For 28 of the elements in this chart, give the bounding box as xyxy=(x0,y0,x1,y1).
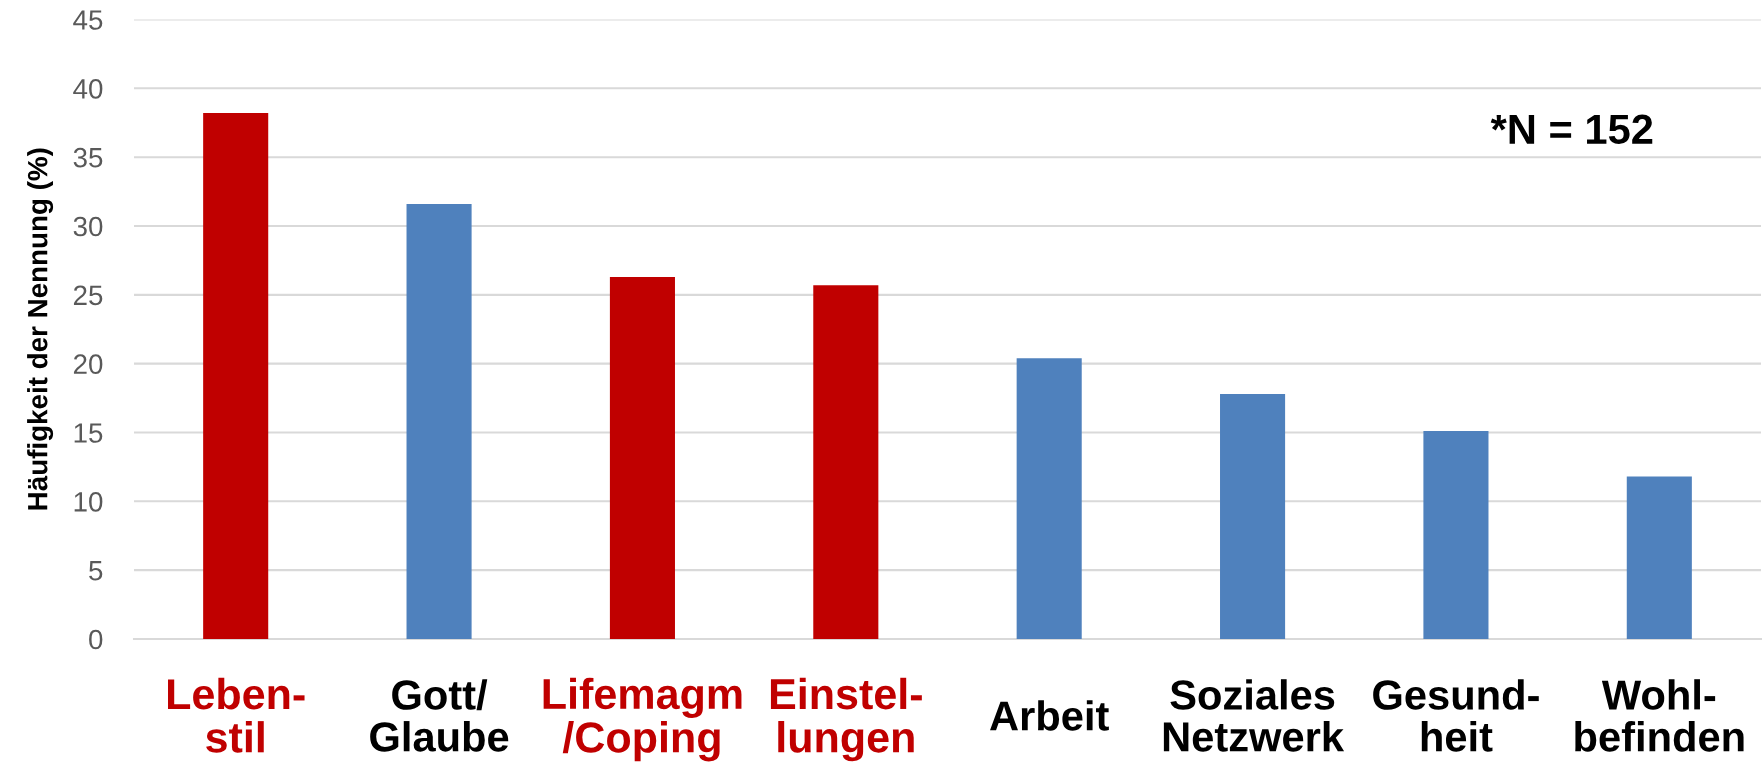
bar xyxy=(609,276,675,639)
y-axis-title: Häufigkeit der Nennung (%) xyxy=(27,148,54,510)
x-tick-label: Gesund- heit xyxy=(1373,679,1539,752)
y-tick-label: 15 xyxy=(74,423,103,443)
x-tick-label: Lifemagm /Coping xyxy=(543,677,742,762)
y-tick-label: 20 xyxy=(73,354,103,375)
y-tick-label: 45 xyxy=(73,10,103,30)
bar xyxy=(203,113,269,639)
y-tick-label: 35 xyxy=(73,147,103,168)
y-tick-label: 40 xyxy=(73,79,103,99)
bar xyxy=(1423,431,1489,639)
x-tick-label: Einstel- lungen xyxy=(770,677,922,762)
x-tick-label: Wohl- befinden xyxy=(1575,679,1744,752)
bar xyxy=(1016,358,1082,639)
x-tick-label: Leben- stil xyxy=(168,677,305,753)
bar xyxy=(1626,476,1692,639)
bar xyxy=(1220,393,1286,639)
y-tick-label: 5 xyxy=(89,561,103,581)
x-tick-label: Gott/ Glaube xyxy=(370,679,509,752)
x-tick-label: Soziales Netzwerk xyxy=(1163,679,1345,752)
x-tick-label: Arbeit xyxy=(990,700,1109,731)
y-tick-label: 10 xyxy=(74,492,103,512)
annotation: *N = 152 xyxy=(1490,114,1653,145)
y-tick-label: 0 xyxy=(89,629,103,650)
bar xyxy=(406,203,472,639)
bar xyxy=(813,285,879,639)
y-tick-label: 25 xyxy=(73,285,103,306)
y-tick-label: 30 xyxy=(73,216,103,237)
